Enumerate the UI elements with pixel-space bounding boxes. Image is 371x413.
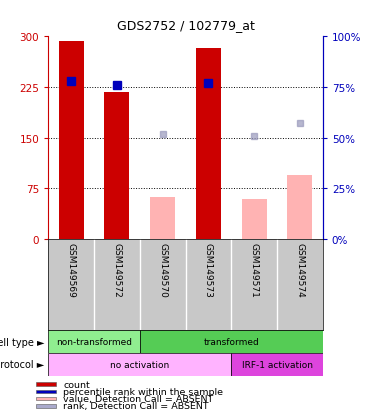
Text: GDS2752 / 102779_at: GDS2752 / 102779_at xyxy=(116,19,255,31)
Bar xyxy=(59,42,84,240)
Text: transformed: transformed xyxy=(203,337,259,346)
Text: protocol ►: protocol ► xyxy=(0,359,45,370)
Bar xyxy=(36,382,56,386)
Bar xyxy=(140,330,323,353)
Text: GSM149572: GSM149572 xyxy=(112,242,121,297)
Bar xyxy=(196,49,221,240)
Text: GSM149571: GSM149571 xyxy=(250,242,259,297)
Bar xyxy=(48,330,140,353)
Text: count: count xyxy=(63,380,90,389)
Text: non-transformed: non-transformed xyxy=(56,337,132,346)
Bar xyxy=(242,199,267,240)
Bar xyxy=(36,404,56,408)
Text: GSM149573: GSM149573 xyxy=(204,242,213,297)
Text: value, Detection Call = ABSENT: value, Detection Call = ABSENT xyxy=(63,394,214,403)
Bar xyxy=(48,353,231,376)
Text: no activation: no activation xyxy=(110,360,170,369)
Text: rank, Detection Call = ABSENT: rank, Detection Call = ABSENT xyxy=(63,401,209,411)
Bar xyxy=(287,176,312,240)
Text: GSM149569: GSM149569 xyxy=(67,242,76,297)
Text: IRF-1 activation: IRF-1 activation xyxy=(242,360,312,369)
Bar xyxy=(104,93,129,240)
Text: GSM149570: GSM149570 xyxy=(158,242,167,297)
Text: percentile rank within the sample: percentile rank within the sample xyxy=(63,387,223,396)
Text: cell type ►: cell type ► xyxy=(0,337,45,347)
Bar xyxy=(36,390,56,393)
Bar xyxy=(36,397,56,401)
Bar xyxy=(231,353,323,376)
Bar xyxy=(150,197,175,240)
Text: GSM149574: GSM149574 xyxy=(295,242,304,297)
